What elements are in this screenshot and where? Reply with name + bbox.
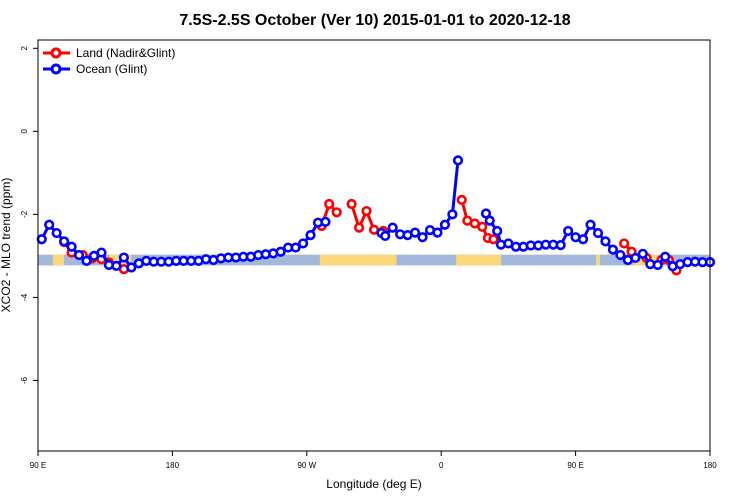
data-point bbox=[600, 236, 611, 247]
land-band-segment bbox=[319, 254, 397, 266]
data-point bbox=[409, 227, 421, 238]
x-tick-label: 0 bbox=[439, 461, 444, 470]
data-point bbox=[81, 255, 92, 266]
data-point bbox=[59, 236, 70, 247]
land-band-segment bbox=[456, 254, 501, 266]
data-point bbox=[615, 249, 626, 261]
data-point bbox=[447, 209, 458, 220]
data-point bbox=[619, 238, 630, 249]
land-band-segment bbox=[52, 254, 65, 266]
legend-swatch-ocean-marker bbox=[50, 63, 62, 75]
data-point bbox=[652, 259, 663, 271]
x-tick-label: 90 E bbox=[30, 461, 46, 470]
data-point bbox=[432, 227, 443, 238]
x-tick-label: 180 bbox=[703, 461, 717, 470]
x-tick-label: 90 E bbox=[567, 461, 583, 470]
data-point bbox=[456, 194, 467, 205]
data-point bbox=[118, 252, 129, 263]
data-point bbox=[492, 225, 503, 237]
data-point bbox=[417, 232, 428, 243]
x-axis-label: Longitude (deg E) bbox=[326, 477, 421, 491]
data-point bbox=[290, 242, 301, 253]
data-point bbox=[387, 222, 398, 233]
x-tick-label: 90 W bbox=[297, 461, 316, 470]
legend-label-land: Land (Nadir&Glint) bbox=[76, 46, 175, 60]
data-point bbox=[477, 221, 488, 232]
series-ocean bbox=[36, 155, 716, 273]
data-point bbox=[346, 198, 357, 210]
y-tick-label: -6 bbox=[20, 376, 29, 384]
data-point bbox=[44, 219, 55, 230]
plot-frame bbox=[37, 39, 711, 452]
data-point bbox=[637, 248, 648, 259]
data-point bbox=[607, 244, 619, 255]
data-point bbox=[297, 238, 309, 249]
data-point bbox=[592, 227, 604, 239]
data-point bbox=[331, 207, 342, 218]
chart-title: 7.5S-2.5S October (Ver 10) 2015-01-01 to… bbox=[179, 12, 570, 29]
y-tick-label: -2 bbox=[20, 210, 29, 218]
y-axis-ticks: 2 0 -2 -4 -6 bbox=[20, 46, 38, 384]
data-point bbox=[452, 155, 464, 166]
legend-item-land: Land (Nadir&Glint) bbox=[43, 46, 175, 60]
legend-swatch-land-marker bbox=[50, 47, 62, 59]
y-tick-label: -4 bbox=[20, 293, 29, 301]
data-point bbox=[660, 251, 671, 262]
data-point bbox=[484, 215, 495, 226]
data-point bbox=[439, 219, 451, 230]
land-band-segment bbox=[596, 254, 600, 266]
data-point bbox=[577, 234, 589, 245]
y-axis-label: XCO2 - MLO trend (ppm) bbox=[0, 178, 13, 313]
data-point bbox=[320, 216, 331, 227]
data-point bbox=[585, 219, 596, 230]
data-point bbox=[353, 222, 365, 233]
legend-label-ocean: Ocean (Glint) bbox=[76, 62, 147, 76]
data-point bbox=[305, 230, 316, 241]
x-axis-ticks: 90 E 180 90 W 0 90 E 180 bbox=[30, 451, 717, 470]
x-tick-label: 180 bbox=[166, 461, 180, 470]
data-point bbox=[555, 239, 566, 251]
data-point bbox=[126, 262, 137, 273]
series-layer bbox=[36, 155, 716, 276]
legend-item-ocean: Ocean (Glint) bbox=[43, 62, 147, 76]
legend: Land (Nadir&Glint) Ocean (Glint) bbox=[43, 46, 175, 76]
data-point bbox=[73, 249, 85, 261]
data-point bbox=[324, 198, 335, 210]
data-point bbox=[630, 252, 641, 264]
y-tick-label: 2 bbox=[20, 46, 29, 51]
data-point bbox=[36, 234, 47, 245]
data-point bbox=[96, 247, 107, 258]
data-point bbox=[563, 225, 574, 237]
data-point bbox=[66, 241, 77, 252]
data-point bbox=[275, 246, 286, 257]
data-point bbox=[380, 230, 391, 242]
data-point bbox=[111, 260, 122, 271]
y-tick-label: 0 bbox=[20, 129, 29, 134]
data-point bbox=[488, 234, 499, 245]
data-point bbox=[361, 205, 372, 217]
data-point bbox=[51, 227, 62, 239]
